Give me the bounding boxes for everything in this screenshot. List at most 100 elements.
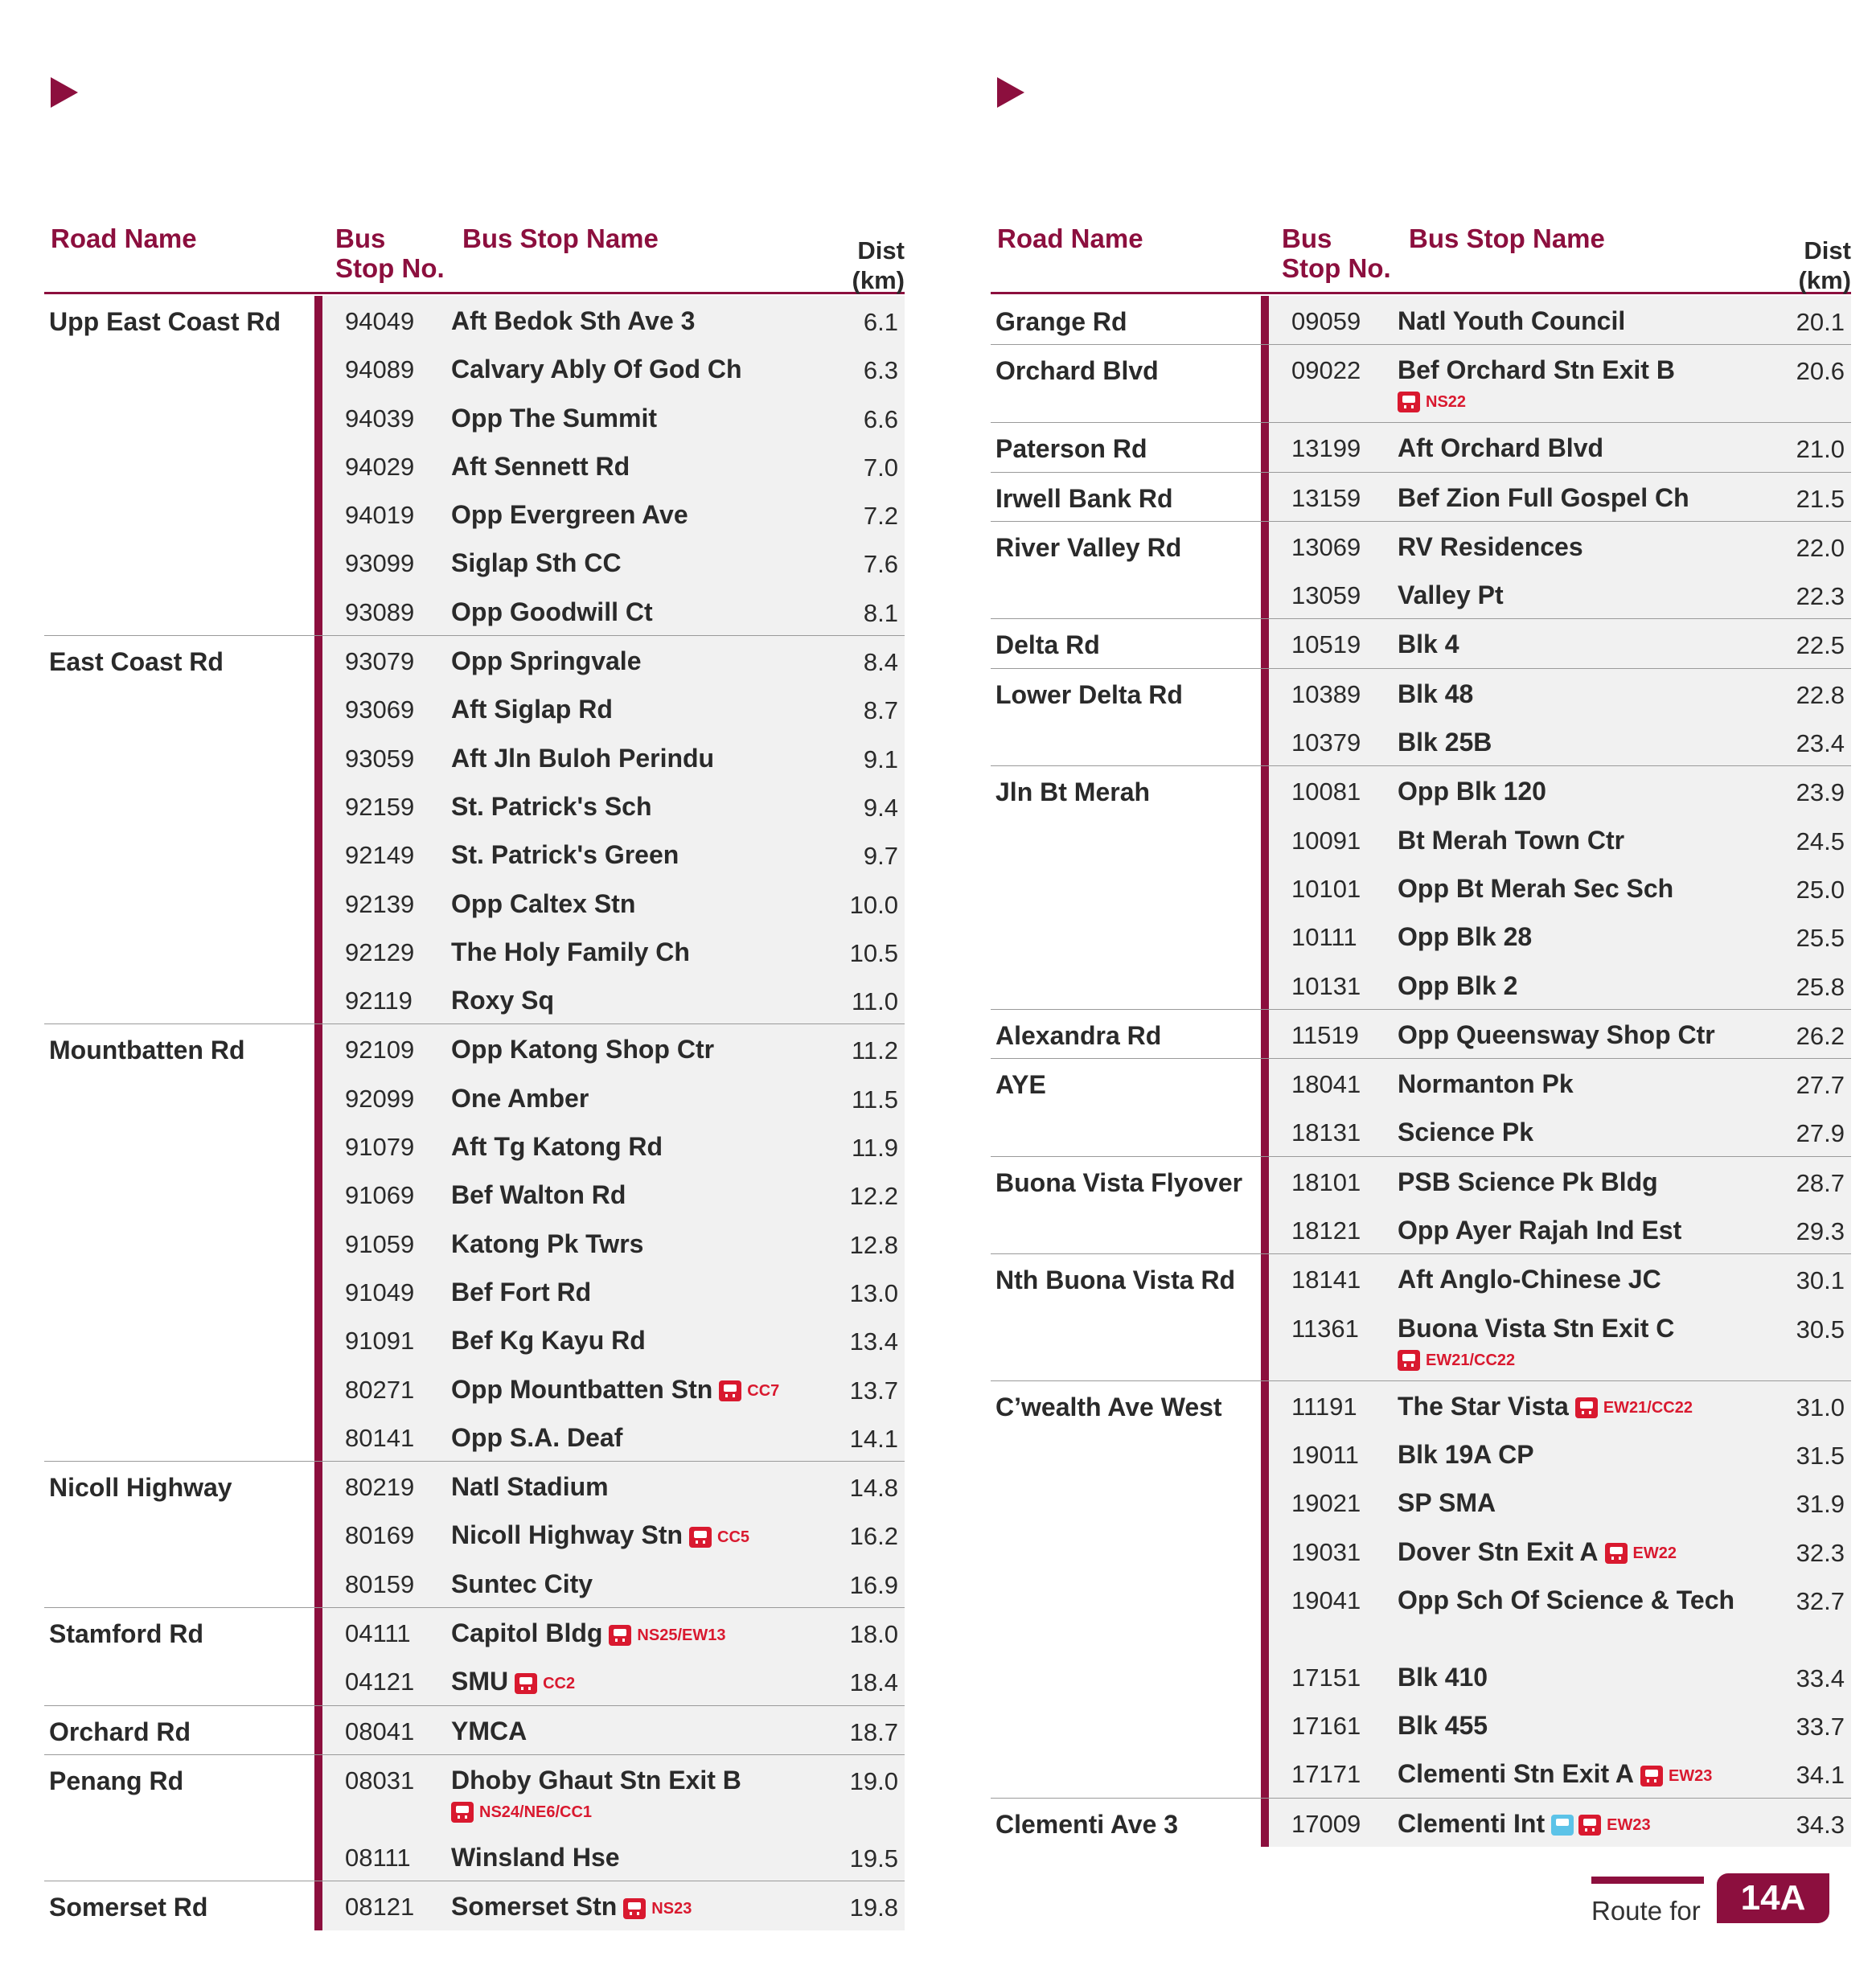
bus-stop-name: Opp Blk 28 bbox=[1398, 922, 1532, 951]
mrt-train-icon bbox=[719, 1380, 742, 1402]
route-table-left: Upp East Coast Rd 94049 Aft Bedok Sth Ave … bbox=[44, 296, 905, 1930]
bus-stop-name: Aft Bedok Sth Ave 3 bbox=[451, 306, 695, 335]
road-group: Upp East Coast Rd 94049 Aft Bedok Sth Ave … bbox=[44, 296, 905, 637]
bus-stop-name-text: Blk 25B bbox=[1398, 728, 1492, 757]
bus-stop-name: Blk 19A CP bbox=[1398, 1440, 1534, 1469]
bus-stop-name: Aft Tg Katong Rd bbox=[451, 1132, 663, 1161]
table-row: 17161 Blk 455 33.7 bbox=[1269, 1700, 1851, 1749]
distance-km: 31.9 bbox=[1796, 1490, 1845, 1519]
distance-km: 27.9 bbox=[1796, 1119, 1845, 1148]
table-row: 17151 Blk 410 33.4 bbox=[1269, 1652, 1851, 1700]
road-name: Delta Rd bbox=[995, 630, 1100, 660]
mrt-train-icon bbox=[1604, 1543, 1628, 1565]
bus-stop-name: Opp Queensway Shop Ctr bbox=[1398, 1020, 1715, 1049]
stop-rows: 13199 Aft Orchard Blvd 21.0 bbox=[1261, 423, 1851, 472]
bus-stop-number: 19041 bbox=[1291, 1585, 1361, 1614]
table-row: 13069 RV Residences 22.0 bbox=[1269, 522, 1851, 570]
table-row: 18041 Normanton Pk 27.7 bbox=[1269, 1059, 1851, 1107]
stop-rows: 13069 RV Residences 22.0 13059 Valley Pt 22.3 bbox=[1261, 521, 1851, 619]
table-row: 19041 Opp Sch Of Science & Tech 32.7 bbox=[1269, 1575, 1851, 1652]
bus-stop-name-text: Suntec City bbox=[451, 1569, 593, 1598]
bus-stop-name: Opp Evergreen Ave bbox=[451, 500, 688, 529]
road-name: Alexandra Rd bbox=[995, 1020, 1162, 1050]
distance-km: 18.4 bbox=[849, 1668, 898, 1697]
road-name: East Coast Rd bbox=[49, 647, 224, 677]
table-row: 19031 Dover Stn Exit A EW22 32.3 bbox=[1269, 1527, 1851, 1575]
stop-rows: 10389 Blk 48 22.8 10379 Blk 25B 23.4 bbox=[1261, 668, 1851, 766]
bus-stop-number: 19011 bbox=[1291, 1440, 1359, 1469]
bus-stop-name-text: Opp Goodwill Ct bbox=[451, 597, 653, 626]
distance-km: 19.8 bbox=[849, 1893, 898, 1922]
road-name: Orchard Blvd bbox=[995, 356, 1159, 386]
mrt-station-code: NS25/EW13 bbox=[637, 1626, 726, 1644]
mrt-station-code: EW22 bbox=[1632, 1544, 1677, 1563]
bus-stop-number: 11191 bbox=[1291, 1392, 1357, 1421]
distance-km: 34.3 bbox=[1796, 1810, 1845, 1839]
bus-stop-name: Opp The Summit bbox=[451, 404, 657, 433]
bus-stop-name: Blk 410 bbox=[1398, 1663, 1488, 1692]
bus-stop-name-text: Opp Mountbatten Stn bbox=[451, 1374, 713, 1404]
bus-stop-name: Opp Caltex Stn bbox=[451, 889, 635, 918]
mrt-station-tag: EW21/CC22 bbox=[1398, 1346, 1674, 1375]
road-name: Somerset Rd bbox=[49, 1893, 208, 1922]
table-row: 11519 Opp Queensway Shop Ctr 26.2 bbox=[1269, 1010, 1851, 1058]
distance-km: 30.5 bbox=[1796, 1315, 1845, 1343]
mrt-station-code: EW21/CC22 bbox=[1603, 1399, 1693, 1417]
bus-stop-name: Opp Bt Merah Sec Sch bbox=[1398, 874, 1673, 903]
section-arrow-icon bbox=[51, 77, 78, 108]
table-row: 91069 Bef Walton Rd 12.2 bbox=[322, 1170, 905, 1218]
bus-stop-number: 17171 bbox=[1291, 1760, 1361, 1789]
road-group: Delta Rd 10519 Blk 4 22.5 bbox=[991, 619, 1851, 669]
distance-km: 24.5 bbox=[1796, 827, 1845, 855]
bus-stop-name: Blk 25B bbox=[1398, 728, 1492, 757]
bus-stop-name-text: Opp Blk 28 bbox=[1398, 922, 1533, 952]
road-name: River Valley Rd bbox=[995, 532, 1182, 562]
bus-stop-number: 10111 bbox=[1291, 923, 1357, 952]
stop-rows: 18101 PSB Science Pk Bldg 28.7 18121 Opp Aye… bbox=[1261, 1156, 1851, 1254]
mrt-station-code: EW23 bbox=[1668, 1766, 1713, 1785]
bus-stop-name: Opp Blk 120 bbox=[1398, 777, 1546, 806]
bus-stop-name-text: Bt Merah Town Ctr bbox=[1398, 825, 1625, 855]
mrt-station-code: CC5 bbox=[717, 1528, 750, 1546]
distance-km: 16.9 bbox=[849, 1570, 898, 1599]
road-group: AYE 18041 Normanton Pk 27.7 18131 Science Pk 2… bbox=[991, 1059, 1851, 1157]
distance-km: 22.5 bbox=[1796, 631, 1845, 660]
road-group: Nth Buona Vista Rd 18141 Aft Anglo-Chinese… bbox=[991, 1254, 1851, 1381]
mrt-train-icon bbox=[623, 1897, 647, 1919]
stop-rows: 18041 Normanton Pk 27.7 18131 Science Pk 27.9 bbox=[1261, 1059, 1851, 1156]
bus-stop-name-text: Opp Sch Of Science & Tech bbox=[1398, 1585, 1735, 1614]
distance-km: 6.6 bbox=[863, 404, 898, 433]
mrt-station-tag: EW23 bbox=[1551, 1811, 1651, 1840]
bus-stop-name: St. Patrick's Green bbox=[451, 840, 679, 869]
bus-stop-name-text: RV Residences bbox=[1398, 531, 1583, 561]
stop-rows: 10519 Blk 4 22.5 bbox=[1261, 619, 1851, 668]
table-row: 11191 The Star Vista EW21/CC22 31.0 bbox=[1269, 1381, 1851, 1430]
bus-stop-name-text: Calvary Ably Of God Ch bbox=[451, 355, 742, 384]
bus-stop-name-text: Natl Stadium bbox=[451, 1472, 609, 1502]
bus-stop-name: Suntec City bbox=[451, 1569, 593, 1598]
mrt-station-tag: NS25/EW13 bbox=[609, 1621, 725, 1650]
distance-km: 14.1 bbox=[849, 1424, 898, 1453]
distance-km: 22.0 bbox=[1796, 533, 1845, 562]
stop-rows: 18141 Aft Anglo-Chinese JC 30.1 11361 Buona … bbox=[1261, 1254, 1851, 1380]
header-road-name: Road Name bbox=[997, 224, 1143, 253]
bus-stop-name-text: Somerset Stn bbox=[451, 1892, 618, 1922]
distance-km: 31.0 bbox=[1796, 1393, 1845, 1421]
bus-stop-name: Dhoby Ghaut Stn Exit B NS24/NE6/CC1 bbox=[451, 1766, 741, 1827]
bus-stop-name-text: Buona Vista Stn Exit C bbox=[1398, 1313, 1675, 1343]
table-row: 17009 Clementi Int EW23 34.3 bbox=[1269, 1799, 1851, 1847]
road-name: Lower Delta Rd bbox=[995, 679, 1183, 709]
bus-stop-name-text: Opp Bt Merah Sec Sch bbox=[1398, 873, 1674, 903]
distance-km: 13.7 bbox=[849, 1376, 898, 1405]
footer-label: Route for bbox=[1591, 1896, 1701, 1926]
bus-stop-name: Opp Sch Of Science & Tech bbox=[1398, 1585, 1743, 1614]
distance-km: 22.8 bbox=[1796, 680, 1845, 709]
mrt-station-tag: NS23 bbox=[623, 1894, 692, 1923]
bus-stop-name-text: Opp Springvale bbox=[451, 646, 642, 676]
stop-rows: 11519 Opp Queensway Shop Ctr 26.2 bbox=[1261, 1009, 1851, 1059]
bus-stop-name-text: Blk 455 bbox=[1398, 1711, 1488, 1741]
distance-km: 32.3 bbox=[1796, 1538, 1845, 1567]
road-group: Grange Rd 09059 Natl Youth Council 20.1 bbox=[991, 296, 1851, 346]
bus-stop-number: 94049 bbox=[345, 307, 415, 335]
bus-stop-name: Clementi Stn Exit A EW23 bbox=[1398, 1759, 1712, 1791]
